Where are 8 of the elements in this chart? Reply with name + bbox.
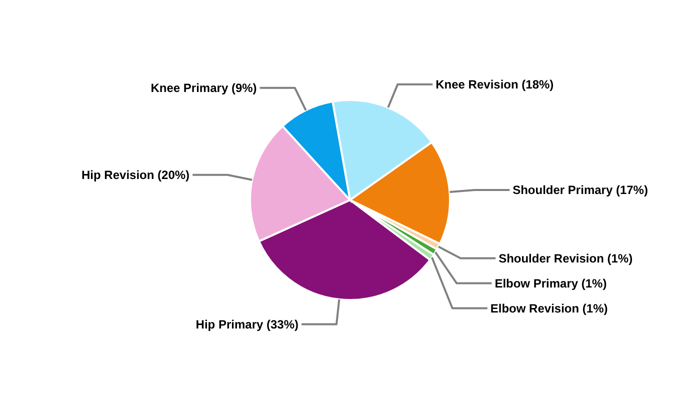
slice-label: Elbow Revision (1%) <box>490 302 608 316</box>
slice-label: Knee Primary (9%) <box>150 81 257 96</box>
slice-label: Hip Revision (20%) <box>82 168 190 182</box>
slice-label: Shoulder Primary (17%) <box>512 183 648 198</box>
slice-label: Shoulder Revision (1%) <box>498 252 633 266</box>
slice-label: Hip Primary (33%) <box>196 317 299 332</box>
slice-label: Elbow Primary (1%) <box>494 276 607 290</box>
slice-label: Knee Revision (18%) <box>436 78 554 92</box>
